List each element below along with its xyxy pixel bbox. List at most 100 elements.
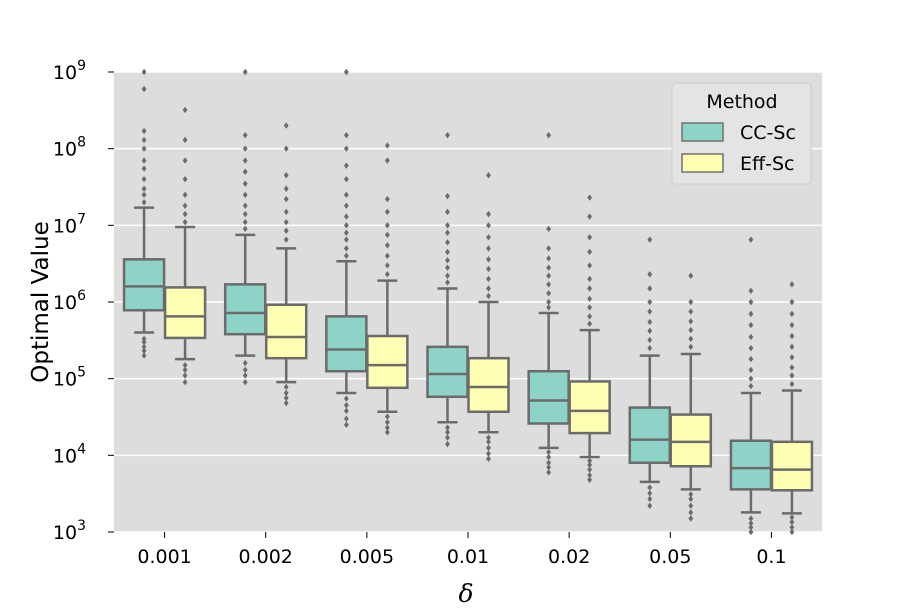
outlier-point — [748, 333, 754, 341]
outlier-point — [182, 106, 188, 114]
outlier-point — [141, 136, 147, 144]
outlier-point — [384, 271, 390, 278]
box — [467, 356, 510, 414]
box — [426, 345, 469, 399]
outlier-point — [587, 476, 593, 483]
outlier-point — [242, 210, 248, 218]
outlier-point — [242, 218, 248, 226]
outlier-point — [343, 415, 349, 422]
legend-title: Method — [706, 91, 777, 113]
outlier-point — [141, 175, 147, 183]
outlier-point — [587, 234, 593, 241]
y-tick-label: 107 — [53, 211, 86, 237]
outlier-point — [587, 461, 593, 469]
outlier-point — [587, 304, 593, 311]
outlier-point — [343, 162, 349, 169]
box — [325, 315, 368, 373]
y-tick-exponent: 5 — [77, 365, 86, 381]
outlier-point — [445, 131, 450, 139]
outlier-point — [182, 191, 188, 199]
outlier-point — [242, 168, 248, 175]
y-axis-label: Optimal Value — [28, 221, 54, 382]
outlier-point — [748, 382, 754, 390]
outlier-point — [647, 318, 653, 326]
box-group — [122, 68, 166, 359]
outlier-point — [748, 236, 754, 243]
box-group — [568, 194, 611, 483]
outlier-point — [242, 145, 248, 152]
outlier-point — [486, 256, 491, 263]
outlier-point — [688, 491, 694, 498]
outlier-point — [789, 518, 795, 526]
outlier-point — [445, 192, 450, 200]
outlier-point — [343, 222, 349, 229]
outlier-point — [141, 343, 147, 351]
outlier-point — [546, 272, 552, 279]
outlier-point — [182, 361, 188, 369]
outlier-point — [647, 327, 653, 335]
outlier-point — [587, 285, 593, 292]
outlier-point — [546, 464, 552, 471]
box-group — [426, 131, 469, 448]
outlier-point — [789, 364, 795, 371]
box-group — [163, 106, 207, 386]
outlier-point — [748, 366, 754, 374]
outlier-point — [486, 434, 491, 441]
outlier-point — [445, 222, 450, 229]
outlier-point — [141, 68, 147, 76]
outlier-point — [647, 495, 653, 503]
box-group — [325, 68, 368, 429]
outlier-point — [748, 375, 754, 382]
outlier-point — [647, 490, 653, 497]
outlier-point — [283, 227, 289, 234]
box — [770, 440, 814, 492]
outlier-point — [283, 236, 289, 243]
outlier-point — [789, 514, 795, 521]
outlier-point — [242, 180, 248, 187]
box — [729, 439, 773, 491]
outlier-point — [445, 229, 450, 236]
outlier-point — [242, 359, 248, 367]
y-tick-exponent: 8 — [77, 135, 86, 151]
outlier-point — [688, 502, 694, 509]
outlier-point — [789, 372, 795, 379]
outlier-point — [587, 457, 593, 464]
outlier-point — [242, 225, 248, 233]
outlier-point — [688, 298, 694, 306]
outlier-point — [546, 281, 552, 288]
outlier-point — [789, 380, 795, 388]
outlier-point — [182, 210, 188, 218]
outlier-point — [445, 239, 450, 246]
outlier-point — [748, 524, 754, 531]
outlier-point — [384, 252, 390, 260]
outlier-point — [748, 515, 754, 522]
outlier-point — [445, 248, 450, 256]
outlier-point — [486, 172, 491, 179]
x-axis-label: δ — [458, 579, 473, 608]
outlier-point — [546, 264, 552, 271]
outlier-point — [587, 262, 593, 269]
outlier-point — [283, 394, 289, 402]
outlier-point — [445, 272, 450, 279]
outlier-point — [587, 313, 593, 320]
outlier-point — [141, 157, 147, 164]
outlier-point — [141, 191, 147, 199]
outlier-point — [283, 383, 289, 391]
outlier-point — [384, 242, 390, 249]
outlier-point — [546, 448, 552, 456]
outlier-point — [384, 231, 390, 239]
outlier-point — [343, 229, 349, 236]
outlier-point — [141, 85, 147, 93]
box — [223, 283, 267, 336]
outlier-point — [688, 335, 694, 343]
outlier-point — [688, 272, 694, 279]
box-group — [729, 236, 773, 536]
outlier-point — [242, 378, 248, 386]
outlier-point — [486, 275, 491, 283]
outlier-point — [688, 509, 694, 516]
outlier-point — [384, 222, 390, 229]
outlier-point — [283, 218, 289, 226]
outlier-point — [546, 453, 552, 461]
y-tick-label: 109 — [53, 58, 86, 84]
box — [568, 380, 611, 435]
